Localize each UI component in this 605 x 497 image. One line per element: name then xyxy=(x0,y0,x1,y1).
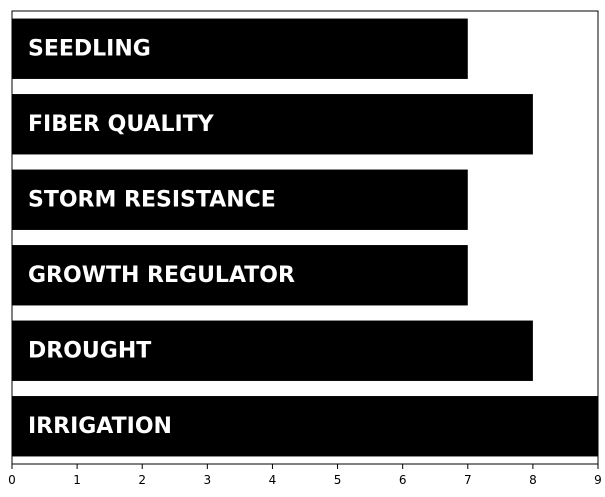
bars-group xyxy=(12,18,598,457)
x-tick-label-3: 3 xyxy=(204,473,212,487)
bar-growth-regulator xyxy=(12,245,468,306)
x-tick-label-8: 8 xyxy=(529,473,537,487)
plot-area xyxy=(11,10,599,465)
bar-labels-group: SEEDLING FIBER QUALITY STORM RESISTANCE GRO… xyxy=(28,36,295,439)
x-tick-label-6: 6 xyxy=(399,473,407,487)
bar-label-storm-resistance: STORM RESISTANCE xyxy=(28,187,276,212)
bar-label-seedling: SEEDLING xyxy=(28,36,151,61)
bar-fiber-quality xyxy=(12,94,533,155)
x-tick-label-1: 1 xyxy=(73,473,81,487)
bar-seedling xyxy=(12,18,468,79)
x-tick-label-2: 2 xyxy=(138,473,146,487)
bar-label-growth-regulator: GROWTH REGULATOR xyxy=(28,263,295,288)
x-tick-label-7: 7 xyxy=(464,473,472,487)
bar-storm-resistance xyxy=(12,169,468,230)
bar-irrigation xyxy=(12,396,598,457)
x-tick-label-0: 0 xyxy=(8,473,16,487)
x-tick-label-5: 5 xyxy=(334,473,342,487)
bar-drought xyxy=(12,320,533,381)
bar-label-irrigation: IRRIGATION xyxy=(28,414,172,439)
x-tick-label-4: 4 xyxy=(269,473,277,487)
x-axis-ticks: 0 1 2 3 4 5 6 7 8 9 xyxy=(8,464,602,487)
bar-label-drought: DROUGHT xyxy=(28,338,151,363)
bar-label-fiber-quality: FIBER QUALITY xyxy=(28,112,215,137)
x-tick-label-9: 9 xyxy=(594,473,602,487)
